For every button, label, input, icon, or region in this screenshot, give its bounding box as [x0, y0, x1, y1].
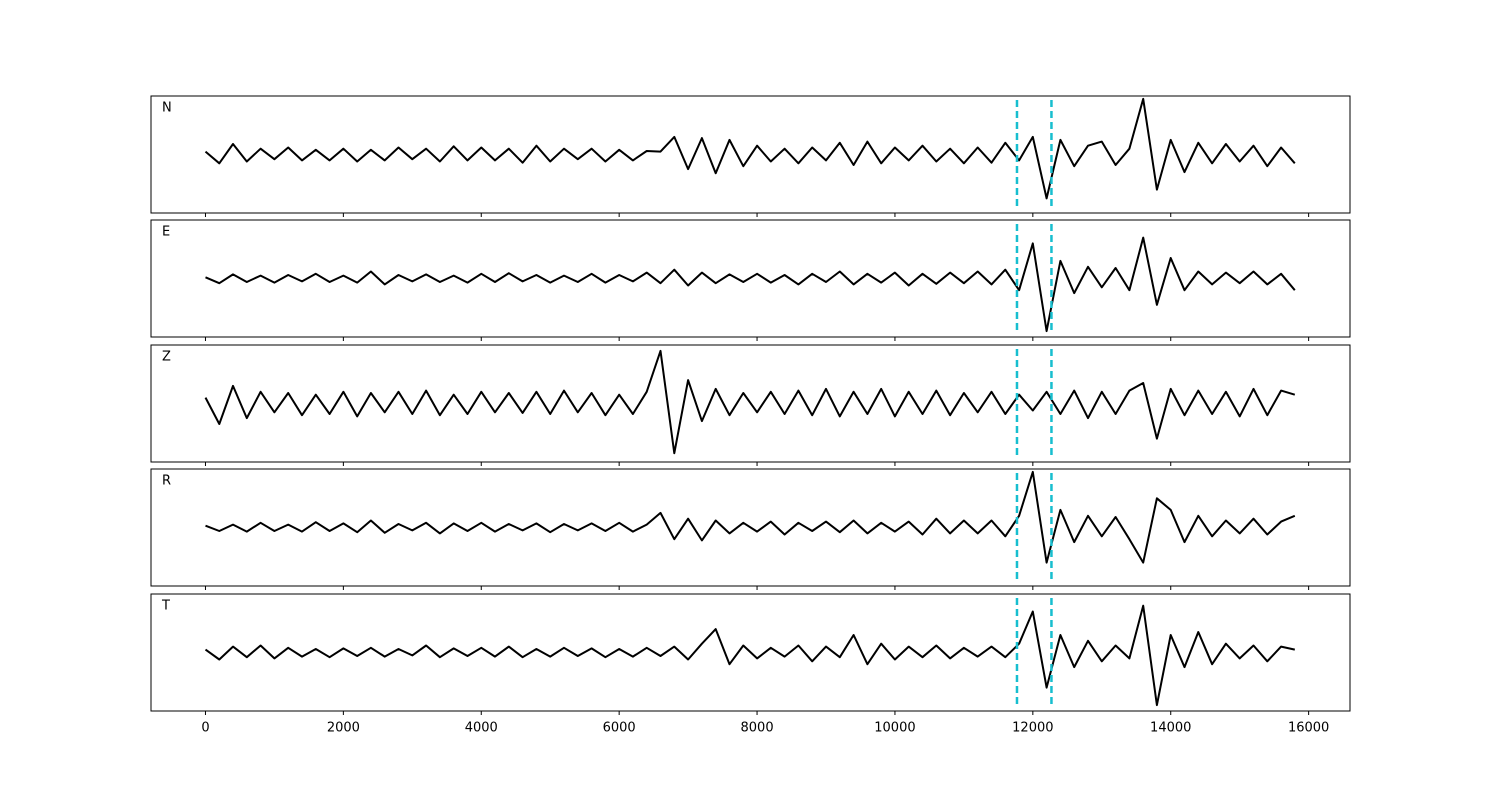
x-tick-label: 2000 [327, 721, 360, 736]
x-tick-label: 6000 [603, 721, 636, 736]
x-tick-label: 4000 [465, 721, 498, 736]
panel-label: T [161, 599, 170, 614]
x-tick-label: 10000 [874, 721, 915, 736]
x-tick-label: 0 [201, 721, 209, 736]
x-tick-label: 16000 [1288, 721, 1329, 736]
waveform [204, 349, 1296, 455]
panel-frame [150, 593, 1351, 712]
panel-frame [150, 219, 1351, 338]
waveform [205, 236, 1296, 333]
waveform [205, 470, 1296, 564]
panel-label: E [162, 225, 170, 240]
panel-label: N [162, 101, 172, 116]
waveform [204, 604, 1296, 707]
waveform [204, 97, 1296, 200]
x-tick-label: 14000 [1150, 721, 1191, 736]
x-tick-label: 8000 [741, 721, 774, 736]
panel-frame [150, 344, 1351, 463]
panel-label: Z [162, 350, 171, 365]
x-tick-label: 12000 [1012, 721, 1053, 736]
panel-frame [150, 95, 1351, 214]
panel-label: R [162, 474, 171, 489]
panel-frame [150, 468, 1351, 587]
